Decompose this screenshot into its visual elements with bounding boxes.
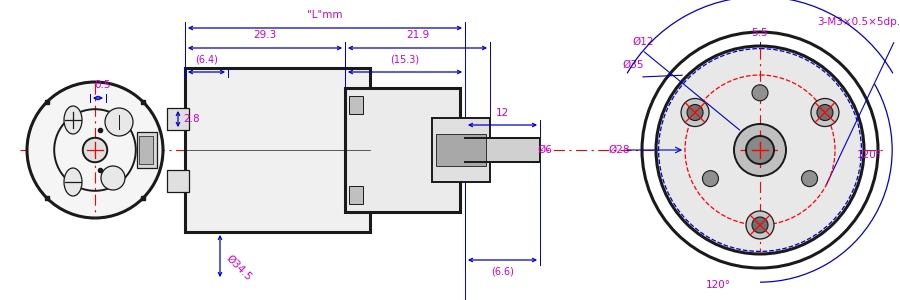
Text: 120°: 120° [706,280,731,290]
Circle shape [734,124,786,176]
Text: 29.3: 29.3 [254,30,276,40]
Text: Ø12: Ø12 [632,37,653,47]
Circle shape [687,104,703,121]
Circle shape [656,46,864,254]
Circle shape [817,104,833,121]
Text: Ø34.5: Ø34.5 [224,253,253,283]
Circle shape [681,98,709,127]
Circle shape [752,85,768,101]
Circle shape [703,171,718,187]
Bar [167,108,189,130]
Text: "L"mm: "L"mm [307,10,343,20]
Bar [349,96,363,114]
Bar [345,88,460,212]
Text: Ø35: Ø35 [622,60,644,70]
Circle shape [746,136,774,164]
Circle shape [101,166,125,190]
Text: 120°: 120° [857,150,882,160]
Bar [436,134,486,166]
Bar [139,136,153,164]
Text: 5.5: 5.5 [752,28,769,38]
Circle shape [27,82,163,218]
Text: Ø28: Ø28 [608,145,629,155]
Bar [137,132,157,168]
Ellipse shape [64,168,82,196]
Bar [185,68,370,232]
Circle shape [83,138,107,162]
Text: 3-M3×0.5×5dp.: 3-M3×0.5×5dp. [817,17,900,27]
Circle shape [105,108,133,136]
Circle shape [752,217,768,233]
Bar [167,170,189,192]
Text: Ø6: Ø6 [537,145,553,155]
Bar [465,138,540,162]
Text: 0.5: 0.5 [94,80,112,90]
Circle shape [802,171,817,187]
Text: 12: 12 [496,108,509,118]
Text: 2.8: 2.8 [183,114,200,124]
Bar [432,118,490,182]
Ellipse shape [64,106,82,134]
Circle shape [811,98,839,127]
Text: (15.3): (15.3) [391,55,419,65]
Text: 21.9: 21.9 [406,30,429,40]
Text: (6.4): (6.4) [195,55,218,65]
Bar [349,186,363,204]
Text: (6.6): (6.6) [491,267,514,277]
Circle shape [746,211,774,239]
